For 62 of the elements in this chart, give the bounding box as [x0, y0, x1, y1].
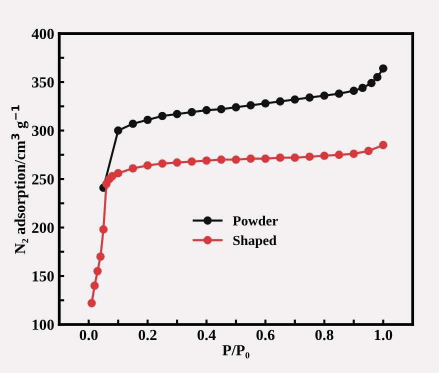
- point: [188, 108, 196, 116]
- point: [246, 101, 255, 110]
- point: [379, 64, 388, 73]
- legend-label: Powder: [232, 216, 278, 226]
- point: [172, 158, 182, 167]
- point: [158, 159, 167, 168]
- point: [202, 156, 211, 165]
- point: [350, 86, 358, 95]
- point: [143, 161, 152, 170]
- y-tick-label: 200: [32, 222, 54, 233]
- point: [232, 155, 240, 164]
- y-tick-label: 150: [32, 271, 54, 282]
- point: [90, 282, 99, 290]
- y-tick-label: 250: [32, 174, 54, 184]
- point: [276, 97, 284, 106]
- point: [96, 252, 105, 261]
- x-tick-label: 0.2: [138, 330, 157, 340]
- point: [379, 140, 388, 150]
- point: [358, 84, 367, 92]
- point: [158, 112, 167, 120]
- point: [143, 116, 152, 124]
- point: [334, 90, 344, 98]
- y-tick-label: 300: [32, 126, 54, 136]
- point: [367, 78, 376, 88]
- point: [217, 155, 226, 164]
- point: [87, 299, 96, 308]
- point: [305, 93, 314, 102]
- point: [114, 126, 122, 135]
- point: [364, 146, 373, 156]
- point: [305, 152, 314, 161]
- point: [373, 73, 382, 82]
- x-tick-label: 0.4: [198, 330, 216, 340]
- point: [334, 150, 344, 159]
- point: [350, 150, 358, 158]
- x-tick-label: 0.8: [315, 330, 334, 340]
- point: [246, 154, 255, 163]
- x-tick-label: 0.0: [80, 330, 98, 340]
- point: [320, 91, 328, 100]
- point: [128, 164, 138, 173]
- point: [261, 154, 270, 163]
- point: [290, 154, 300, 162]
- y-tick-label: 100: [32, 320, 54, 330]
- x-tick-label: 1.0: [374, 330, 392, 340]
- point: [93, 267, 102, 276]
- x-axis-title: P/P₀: [222, 345, 250, 358]
- point: [290, 95, 300, 104]
- point: [261, 99, 270, 108]
- legend-label: Shaped: [233, 235, 276, 248]
- point: [320, 152, 328, 160]
- point: [188, 157, 196, 166]
- point: [202, 106, 211, 114]
- point: [114, 169, 122, 178]
- point: [276, 154, 284, 162]
- point: [99, 225, 108, 234]
- y-tick-label: 350: [32, 77, 54, 88]
- x-tick-label: 0.6: [256, 330, 275, 340]
- y-tick-label: 400: [32, 28, 54, 40]
- point: [232, 103, 240, 112]
- y-axis-title: N₂ adsorption/cm$^{3}$ g$^{−1}$: [11, 105, 28, 254]
- point: [217, 105, 226, 114]
- point: [128, 120, 138, 128]
- point: [172, 110, 182, 118]
